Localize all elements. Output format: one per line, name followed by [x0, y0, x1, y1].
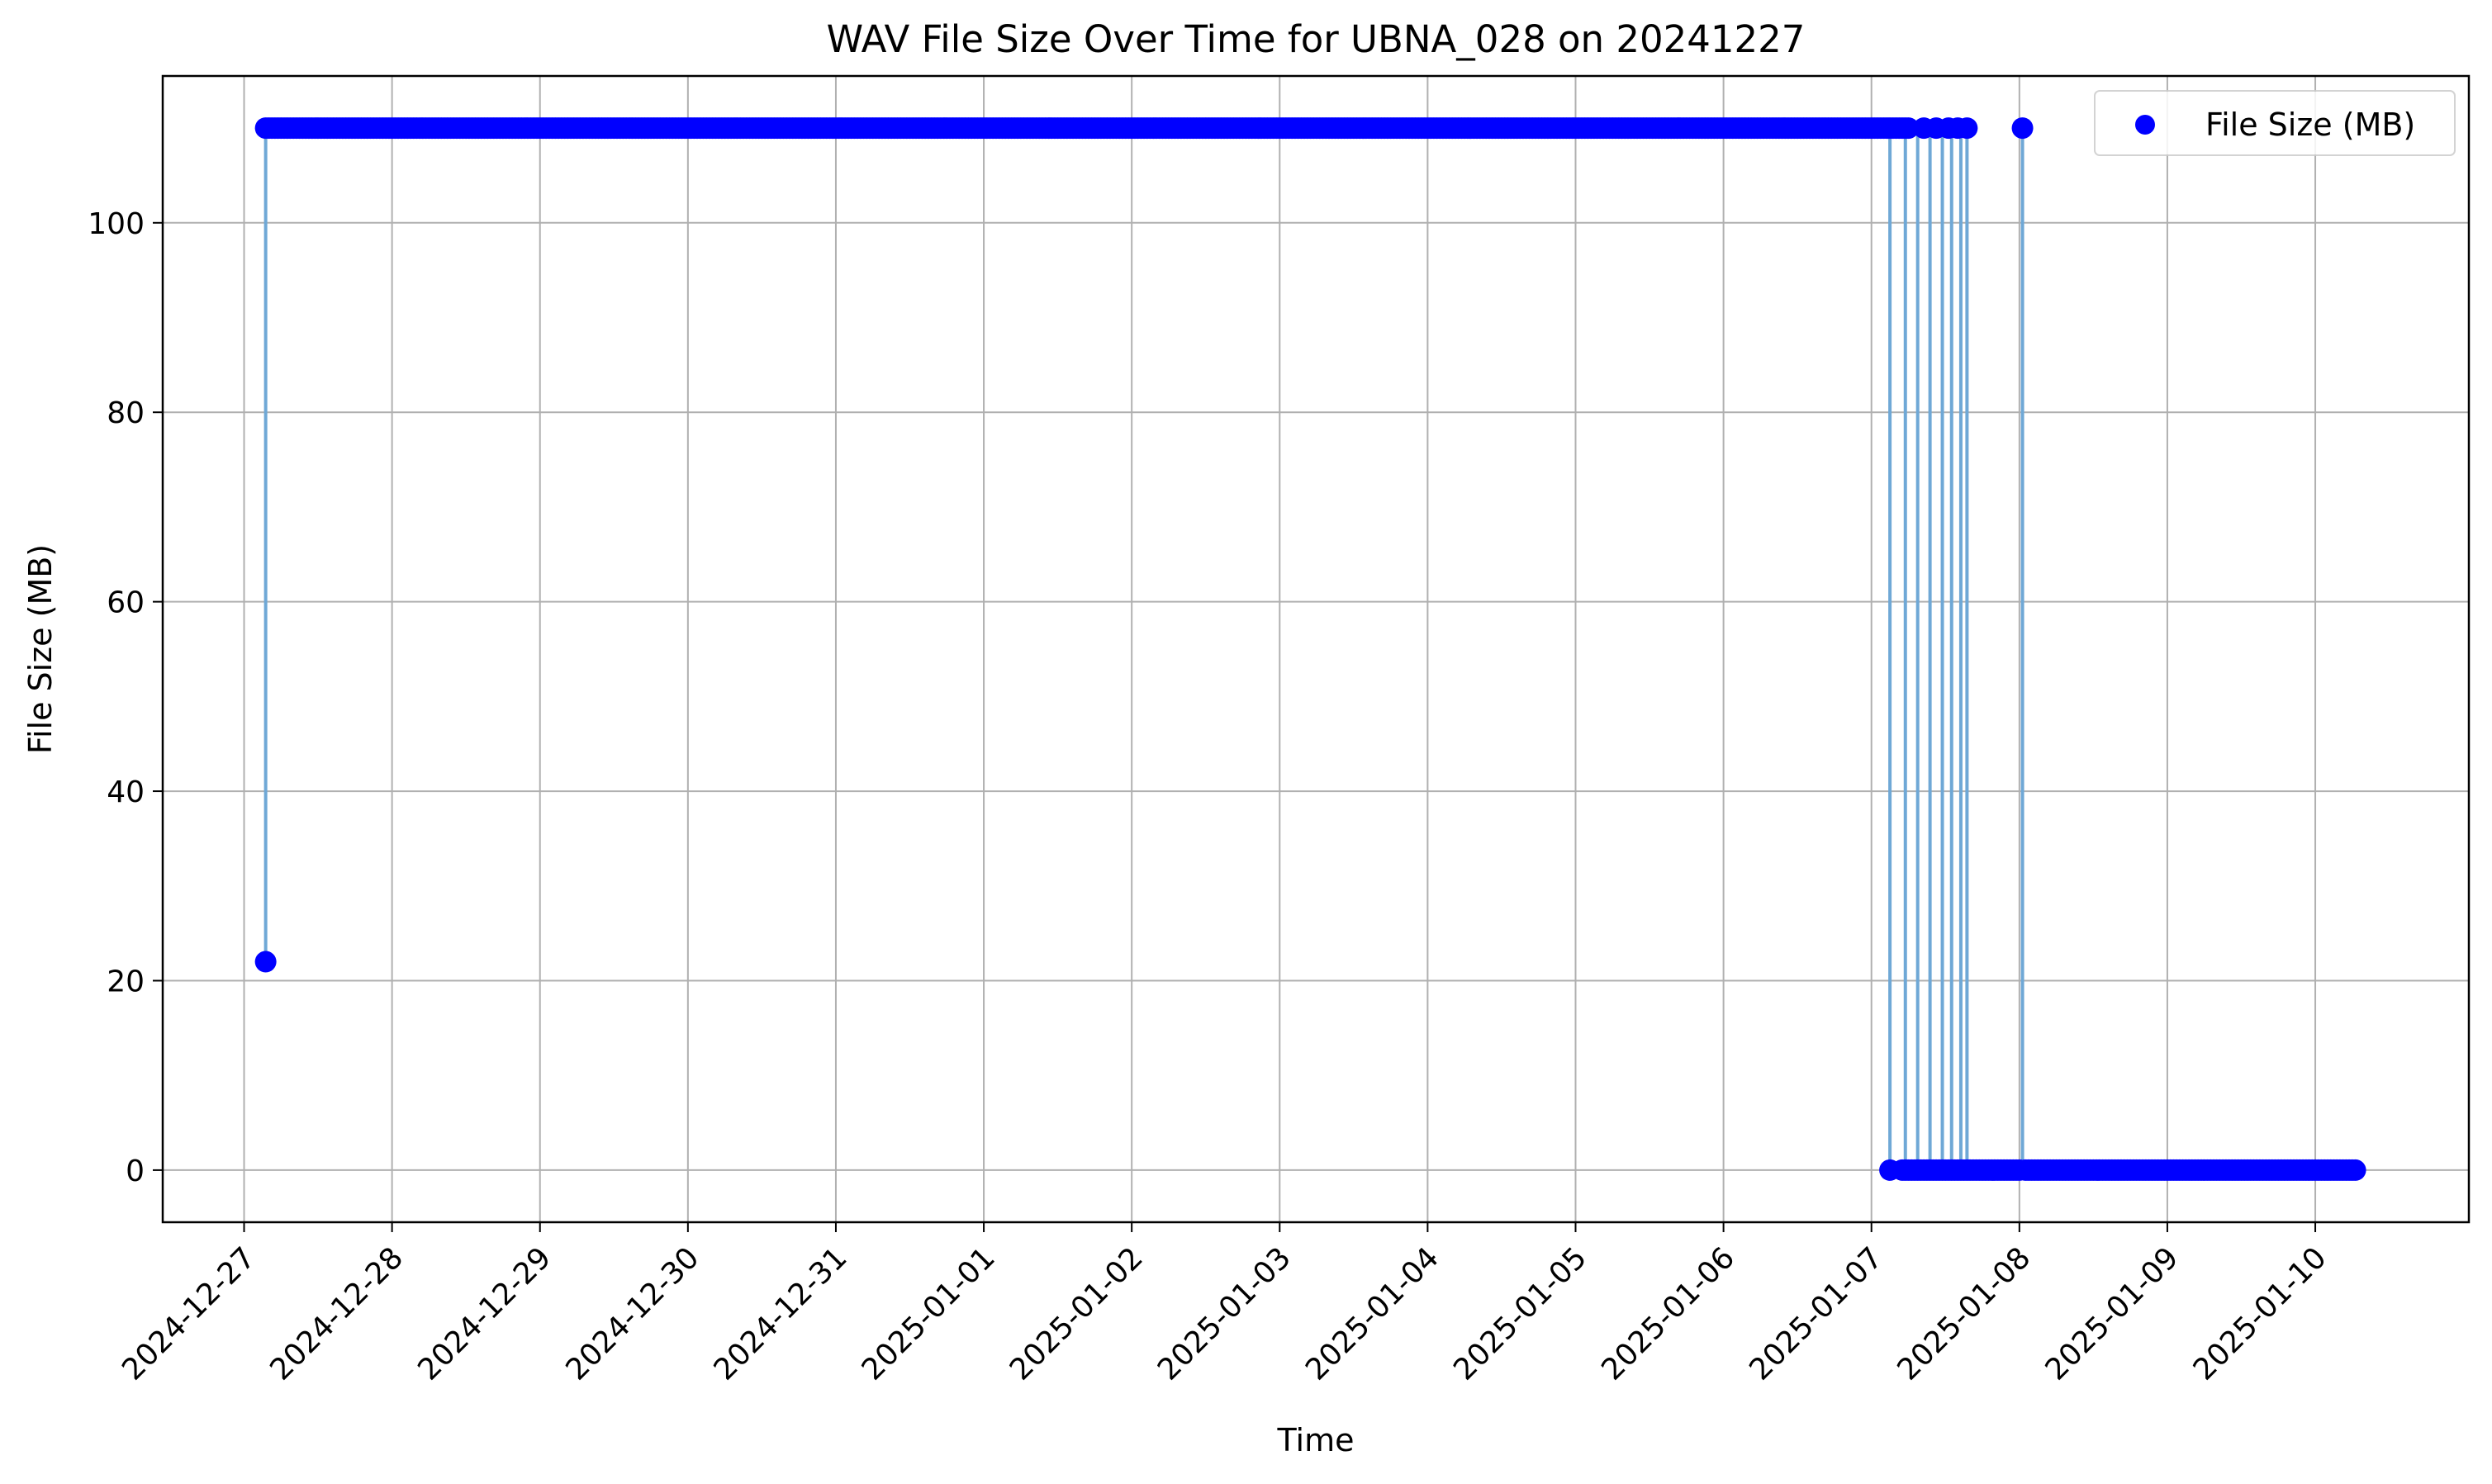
legend-marker: [2135, 115, 2155, 135]
series-points: [254, 117, 2366, 1181]
series-lines: [263, 128, 2024, 1170]
x-axis-label: Time: [1277, 1422, 1355, 1458]
data-point: [254, 951, 277, 973]
legend-label: File Size (MB): [2205, 107, 2415, 143]
y-axis: 0 20 40 60 80 100: [88, 207, 163, 1188]
grid: [163, 76, 2469, 1222]
chart-title: WAV File Size Over Time for UBNA_028 on …: [827, 17, 1806, 61]
y-tick-label: 20: [107, 965, 145, 998]
data-point: [2344, 1159, 2366, 1181]
data-point: [2011, 117, 2034, 140]
y-tick-label: 100: [88, 207, 145, 241]
data-point: [1897, 117, 1920, 140]
legend: File Size (MB): [2094, 90, 2456, 156]
y-tick-label: 80: [107, 396, 145, 430]
legend-box: [2094, 90, 2456, 156]
data-point: [1956, 117, 1978, 140]
y-axis-label: File Size (MB): [22, 544, 59, 754]
y-tick-label: 60: [107, 586, 145, 620]
y-tick-label: 40: [107, 775, 145, 809]
plot-frame: [161, 74, 2471, 1224]
y-tick-label: 0: [126, 1154, 145, 1188]
